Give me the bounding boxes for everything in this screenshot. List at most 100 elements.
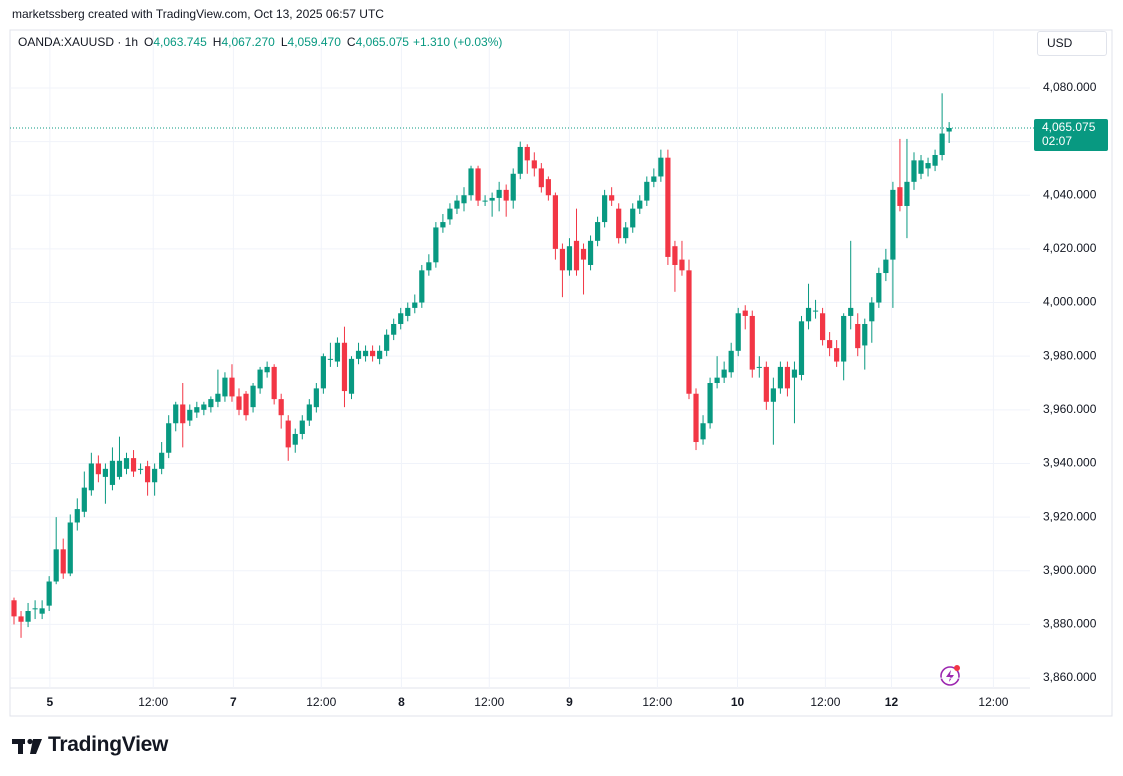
candle-body bbox=[616, 208, 622, 239]
candle-body bbox=[278, 399, 284, 416]
candle-body bbox=[95, 463, 101, 475]
candle-body bbox=[222, 377, 228, 397]
change: +1.310 (+0.03%) bbox=[412, 35, 503, 49]
x-tick-label: 12:00 bbox=[138, 695, 168, 709]
candle-body bbox=[679, 259, 685, 271]
candle-body bbox=[468, 168, 474, 196]
candle-body bbox=[623, 227, 629, 239]
candle-body bbox=[173, 404, 179, 424]
candle-body bbox=[545, 179, 551, 196]
candle-body bbox=[67, 522, 73, 574]
candle-body bbox=[939, 133, 945, 156]
candle-body bbox=[552, 195, 559, 249]
candle-body bbox=[756, 366, 762, 368]
candle-body bbox=[665, 157, 671, 257]
candle-body bbox=[686, 270, 692, 394]
candle-body bbox=[159, 452, 165, 469]
candle-body bbox=[651, 176, 657, 182]
x-tick-label: 5 bbox=[47, 695, 54, 709]
candle-body bbox=[777, 366, 783, 389]
x-tick-label: 12:00 bbox=[978, 695, 1008, 709]
candle-body bbox=[194, 407, 200, 413]
candle-body bbox=[25, 611, 31, 622]
x-tick-label: 9 bbox=[566, 695, 573, 709]
candle-body bbox=[187, 409, 193, 421]
candle-body bbox=[580, 248, 587, 260]
candle-body bbox=[18, 616, 24, 622]
candle-body bbox=[890, 189, 896, 260]
candle-body bbox=[144, 466, 151, 483]
candle-body bbox=[904, 181, 910, 206]
logo-text: TradingView bbox=[48, 733, 169, 756]
candle-body bbox=[538, 168, 544, 188]
legend: OANDA:XAUUSD · 1h O 4,063.745 H 4,067.270 L 4… bbox=[18, 35, 502, 49]
candle-body bbox=[391, 323, 397, 335]
candle-body bbox=[566, 246, 573, 271]
candle-body bbox=[798, 321, 805, 375]
candle-body bbox=[517, 146, 523, 174]
ohlc-key: H bbox=[212, 35, 222, 49]
candle-body bbox=[102, 468, 109, 477]
candle-body bbox=[341, 342, 348, 392]
candle-body bbox=[433, 227, 439, 263]
candle-body bbox=[264, 366, 270, 373]
x-tick-label: 12:00 bbox=[642, 695, 672, 709]
candle-body bbox=[285, 420, 291, 448]
grid bbox=[10, 30, 1030, 688]
candle-body bbox=[672, 246, 678, 265]
candle-body bbox=[257, 369, 263, 389]
candle-body bbox=[88, 463, 94, 491]
candle-body bbox=[602, 195, 608, 223]
y-tick-label: 3,940.000 bbox=[1043, 456, 1097, 470]
ohlc-value: 4,067.270 bbox=[221, 35, 275, 49]
candle-body bbox=[109, 460, 116, 485]
candle-body bbox=[454, 200, 460, 209]
candle-body bbox=[201, 404, 207, 410]
candle-body bbox=[728, 350, 734, 373]
x-tick-label: 12:00 bbox=[474, 695, 504, 709]
candle-body bbox=[39, 608, 45, 614]
y-tick-label: 3,880.000 bbox=[1043, 617, 1097, 631]
candle-body bbox=[306, 404, 312, 421]
candle-body bbox=[883, 259, 889, 274]
tradingview-logo bbox=[12, 738, 42, 754]
candle-body bbox=[693, 393, 699, 443]
candle-body bbox=[369, 350, 376, 357]
candle-body bbox=[130, 458, 137, 472]
candle-body bbox=[925, 163, 931, 169]
candle-body bbox=[827, 340, 833, 349]
candle-body bbox=[489, 197, 495, 201]
candle-body bbox=[320, 356, 326, 389]
candle-body bbox=[362, 350, 369, 357]
candle-body bbox=[876, 273, 882, 303]
candle-body bbox=[313, 388, 319, 408]
candle-body bbox=[475, 168, 481, 201]
candle-body bbox=[869, 302, 875, 322]
candle-body bbox=[784, 366, 791, 389]
candle-body bbox=[770, 388, 776, 402]
candle-body bbox=[848, 307, 854, 316]
candle-body bbox=[32, 608, 38, 610]
candle-body bbox=[243, 393, 249, 416]
candle-body bbox=[348, 358, 355, 394]
ohlc-value: 4,059.470 bbox=[287, 35, 341, 49]
candle-body bbox=[496, 189, 502, 198]
x-tick-label: 10 bbox=[731, 695, 745, 709]
candle-body bbox=[180, 404, 186, 424]
chart-frame bbox=[9, 29, 1113, 717]
candle-body bbox=[812, 310, 819, 312]
candle-body bbox=[707, 383, 713, 424]
candle-body bbox=[208, 399, 214, 408]
candle-body bbox=[862, 323, 868, 346]
candle-body bbox=[412, 302, 418, 308]
candle-body bbox=[630, 208, 636, 228]
candle-body bbox=[355, 350, 362, 359]
candle-body bbox=[749, 315, 755, 370]
candle-body bbox=[524, 146, 530, 161]
candle-body bbox=[81, 487, 87, 512]
currency-button[interactable]: USD bbox=[1037, 31, 1107, 56]
candle-body bbox=[587, 240, 594, 265]
x-tick-label: 12 bbox=[885, 695, 899, 709]
